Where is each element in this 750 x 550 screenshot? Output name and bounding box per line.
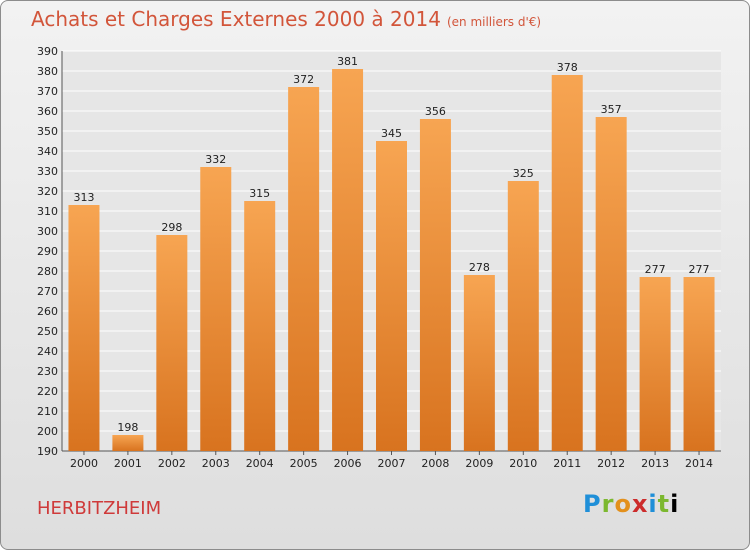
y-tick-label: 240	[37, 345, 58, 358]
y-tick-label: 220	[37, 385, 58, 398]
data-label-2011: 378	[557, 61, 578, 74]
x-tick-label-2000: 2000	[70, 457, 98, 470]
bar-2004	[244, 201, 276, 451]
y-tick-label: 270	[37, 285, 58, 298]
data-label-2006: 381	[337, 55, 358, 68]
y-tick-label: 300	[37, 225, 58, 238]
x-tick-label-2009: 2009	[465, 457, 493, 470]
bar-2001	[112, 435, 144, 451]
bar-2011	[551, 75, 583, 451]
y-tick-label: 260	[37, 305, 58, 318]
bar-2009	[463, 275, 495, 451]
y-tick-label: 210	[37, 405, 58, 418]
data-label-2008: 356	[425, 105, 446, 118]
data-label-2009: 278	[469, 261, 490, 274]
x-tick-label-2004: 2004	[246, 457, 274, 470]
commune-name: HERBITZHEIM	[37, 498, 162, 519]
x-tick-label-2003: 2003	[202, 457, 230, 470]
data-label-2014: 277	[689, 263, 710, 276]
bar-2012	[595, 117, 627, 451]
x-tick-label-2008: 2008	[421, 457, 449, 470]
y-tick-label: 340	[37, 145, 58, 158]
bar-2000	[68, 205, 100, 451]
y-tick-label: 360	[37, 105, 58, 118]
y-tick-label: 380	[37, 65, 58, 78]
chart-title-text: Achats et Charges Externes 2000 à 2014	[31, 7, 441, 31]
data-label-2000: 313	[73, 191, 94, 204]
y-tick-label: 230	[37, 365, 58, 378]
bar-2005	[288, 87, 320, 451]
x-tick-label-2012: 2012	[597, 457, 625, 470]
x-tick-label-2007: 2007	[378, 457, 406, 470]
y-tick-label: 200	[37, 425, 58, 438]
bar-2014	[683, 277, 715, 451]
data-label-2010: 325	[513, 167, 534, 180]
bar-2008	[419, 119, 451, 451]
data-label-2012: 357	[601, 103, 622, 116]
data-label-2001: 198	[117, 421, 138, 434]
x-tick-label-2006: 2006	[334, 457, 362, 470]
y-tick-label: 190	[37, 445, 58, 458]
y-tick-label: 350	[37, 125, 58, 138]
data-label-2004: 315	[249, 187, 270, 200]
y-tick-label: 290	[37, 245, 58, 258]
x-tick-label-2001: 2001	[114, 457, 142, 470]
y-tick-label: 310	[37, 205, 58, 218]
bar-2007	[376, 141, 407, 451]
y-tick-label: 370	[37, 85, 58, 98]
y-tick-label: 250	[37, 325, 58, 338]
data-label-2002: 298	[161, 221, 182, 234]
chart-title: Achats et Charges Externes 2000 à 2014 (e…	[31, 7, 541, 31]
bar-2013	[639, 277, 671, 451]
bar-2002	[156, 235, 188, 451]
x-tick-label-2010: 2010	[509, 457, 537, 470]
y-tick-label: 280	[37, 265, 58, 278]
x-tick-label-2011: 2011	[553, 457, 581, 470]
x-tick-label-2005: 2005	[290, 457, 318, 470]
data-label-2005: 372	[293, 73, 314, 86]
data-label-2003: 332	[205, 153, 226, 166]
x-tick-label-2013: 2013	[641, 457, 669, 470]
bar-2003	[200, 167, 232, 451]
data-label-2007: 345	[381, 127, 402, 140]
y-tick-label: 390	[37, 45, 58, 58]
chart-unit: (en milliers d'€)	[446, 15, 542, 29]
y-tick-label: 330	[37, 165, 58, 178]
bar-2010	[507, 181, 539, 451]
proxiti-logo: Proxiti	[583, 490, 680, 518]
data-label-2013: 277	[645, 263, 666, 276]
x-tick-label-2002: 2002	[158, 457, 186, 470]
bar-2006	[332, 69, 364, 451]
x-tick-label-2014: 2014	[685, 457, 713, 470]
y-tick-label: 320	[37, 185, 58, 198]
